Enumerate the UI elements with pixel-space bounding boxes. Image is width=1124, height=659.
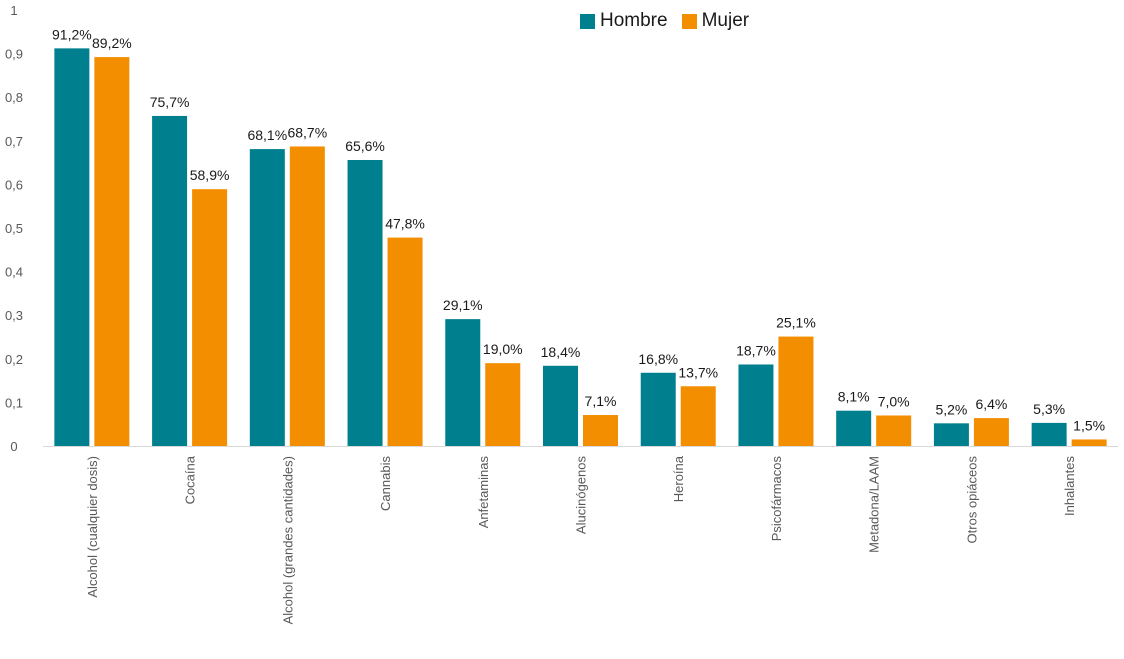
category-label: Alcohol (grandes cantidades)	[280, 456, 295, 624]
bar-mujer	[387, 237, 423, 446]
bar-hombre	[445, 319, 481, 446]
data-label-hombre: 8,1%	[838, 389, 870, 405]
data-label-mujer: 89,2%	[92, 35, 132, 51]
bar-mujer	[289, 146, 325, 446]
bar-hombre	[933, 423, 969, 446]
category-label: Metadona/LAAM	[867, 456, 882, 553]
y-tick-label: 1	[10, 3, 17, 18]
category-label: Psicofármacos	[769, 456, 784, 542]
y-tick-label: 0,7	[5, 134, 23, 149]
bar-mujer	[1071, 439, 1107, 446]
data-label-hombre: 5,2%	[935, 401, 967, 417]
data-label-mujer: 13,7%	[678, 364, 718, 380]
bar-hombre	[543, 365, 578, 446]
legend-label-mujer: Mujer	[701, 10, 750, 31]
bar-hombre	[152, 115, 188, 446]
bar-hombre	[836, 410, 872, 446]
y-tick-label: 0,6	[5, 177, 23, 192]
data-label-mujer: 58,9%	[190, 167, 230, 183]
data-label-mujer: 1,5%	[1073, 417, 1105, 433]
category-label: Cannabis	[378, 456, 393, 511]
data-label-hombre: 75,7%	[150, 94, 190, 110]
bar-hombre	[640, 372, 676, 446]
data-label-hombre: 65,6%	[345, 138, 385, 154]
category-label: Heroína	[671, 455, 686, 502]
bar-mujer	[192, 189, 228, 447]
legend-item-mujer: Mujer	[681, 10, 750, 32]
category-label: Alucinógenos	[574, 456, 589, 535]
data-label-hombre: 18,4%	[541, 344, 581, 360]
y-tick-label: 0	[10, 439, 17, 454]
bar-mujer	[485, 363, 521, 446]
y-tick-label: 0,2	[5, 352, 23, 367]
legend-label-hombre: Hombre	[600, 10, 668, 31]
data-label-hombre: 5,3%	[1033, 401, 1065, 417]
legend: Hombre Mujer	[580, 10, 763, 32]
bar-hombre	[249, 149, 285, 447]
data-label-mujer: 6,4%	[975, 396, 1007, 412]
bar-mujer	[973, 418, 1009, 446]
data-label-mujer: 19,0%	[483, 341, 523, 357]
category-label: Cocaína	[183, 455, 198, 504]
category-label: Inhalantes	[1062, 456, 1077, 516]
bar-mujer	[680, 386, 716, 446]
legend-swatch-hombre	[580, 13, 595, 29]
bar-hombre	[347, 159, 383, 446]
data-label-hombre: 18,7%	[736, 342, 776, 358]
data-label-hombre: 91,2%	[52, 26, 92, 42]
legend-swatch-mujer	[681, 13, 697, 29]
data-label-mujer: 7,0%	[878, 393, 910, 409]
data-label-mujer: 68,7%	[287, 124, 327, 140]
y-tick-label: 0,3	[5, 308, 23, 323]
y-tick-label: 0,9	[5, 47, 23, 62]
data-label-hombre: 29,1%	[443, 297, 483, 313]
y-tick-label: 0,8	[5, 90, 23, 105]
category-label: Otros opiáceos	[964, 456, 979, 544]
data-label-mujer: 47,8%	[385, 216, 425, 232]
data-label-mujer: 25,1%	[776, 315, 816, 331]
category-label: Alcohol (cualquier dosis)	[85, 456, 100, 598]
bar-hombre	[1031, 422, 1067, 446]
y-tick-label: 0,1	[5, 395, 23, 410]
legend-item-hombre: Hombre	[580, 10, 668, 32]
data-label-hombre: 16,8%	[638, 351, 678, 367]
bar-mujer	[583, 415, 618, 446]
bar-hombre	[738, 364, 774, 446]
data-label-hombre: 68,1%	[247, 127, 287, 143]
category-label: Anfetaminas	[476, 456, 491, 529]
data-label-mujer: 7,1%	[585, 393, 617, 409]
y-tick-label: 0,4	[5, 265, 23, 280]
bar-hombre	[54, 48, 90, 446]
bar-mujer	[876, 415, 912, 446]
bar-mujer	[778, 336, 814, 446]
y-tick-label: 0,5	[5, 221, 23, 236]
bar-mujer	[94, 57, 130, 446]
